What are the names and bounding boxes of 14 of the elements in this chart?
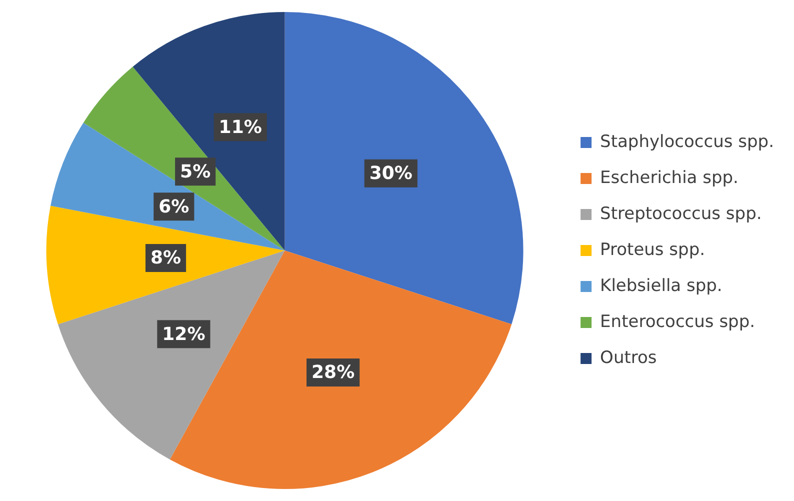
legend-label: Klebsiella spp. [600,276,722,296]
data-label: 8% [150,248,182,269]
data-label: 12% [162,324,206,345]
data-label: 11% [218,116,262,138]
legend-label: Outros [600,348,657,368]
legend-label: Escherichia spp. [600,168,738,188]
data-label: 28% [312,362,355,384]
legend-label: Staphylococcus spp. [600,132,774,152]
data-label: 5% [180,161,211,182]
data-label: 6% [158,196,190,218]
legend-label: Streptococcus spp. [600,204,762,224]
legend-label: Enterococcus spp. [600,312,756,332]
legend-label: Proteus spp. [600,240,706,260]
data-label: 30% [369,163,412,184]
